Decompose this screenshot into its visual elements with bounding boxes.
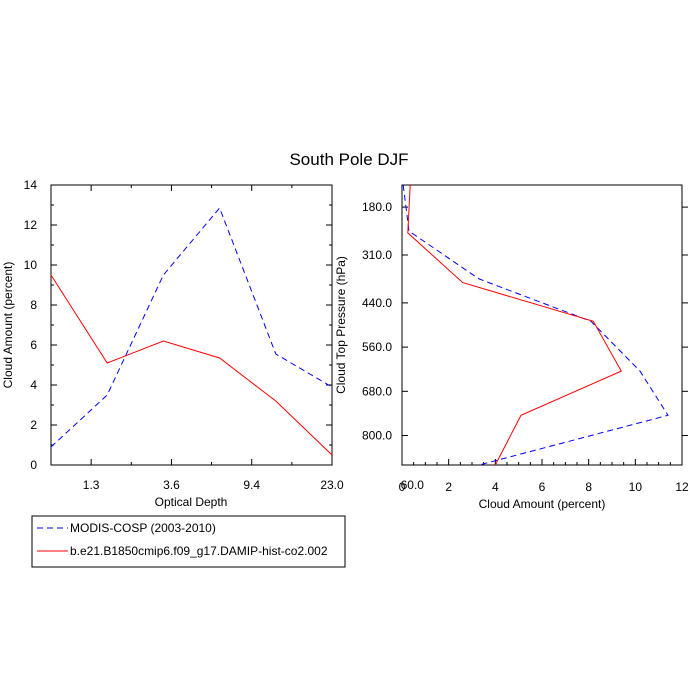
right-series-line-modis	[402, 184, 669, 466]
figure-title: South Pole DJF	[289, 150, 408, 169]
left-x-tick-label: 60.0	[401, 478, 425, 492]
right-y-ticks: 180.0 310.0 440.0 560.0 680.0 800.0	[362, 200, 688, 443]
left-x-tick-label: 3.6	[163, 478, 180, 492]
left-series-line-modis	[50, 207, 333, 448]
left-y-tick-label: 6	[30, 338, 37, 352]
legend-label-model: b.e21.B1850cmip6.f09_g17.DAMIP-hist-co2.…	[70, 544, 328, 558]
right-x-tick-label: 8	[585, 480, 592, 494]
left-y-tick-label: 0	[30, 458, 37, 472]
left-y-tick-label: 14	[24, 178, 38, 192]
right-x-tick-label: 2	[445, 480, 452, 494]
left-y-tick-label: 4	[30, 378, 37, 392]
right-y-tick-label: 560.0	[362, 340, 392, 354]
right-x-ticks: 0 2 4 6 8 10 12	[399, 459, 689, 494]
right-y-tick-label: 310.0	[362, 248, 392, 262]
left-y-axis-title: Cloud Amount (percent)	[1, 262, 15, 389]
right-y-tick-label: 680.0	[362, 384, 392, 398]
right-x-tick-label: 10	[629, 480, 643, 494]
left-panel-optical-depth: 1.3 3.6 9.4 23.0 60.0 0 2 4 6 8 10 12 14 Optical De…	[1, 178, 424, 509]
legend: MODIS-COSP (2003-2010) b.e21.B1850cmip6.…	[31, 515, 346, 568]
left-x-tick-label: 23.0	[320, 478, 344, 492]
right-x-tick-label: 12	[675, 480, 689, 494]
legend-label-modis: MODIS-COSP (2003-2010)	[70, 521, 216, 535]
right-x-axis-title: Cloud Amount (percent)	[479, 497, 606, 511]
left-y-tick-label: 8	[30, 298, 37, 312]
left-y-tick-label: 12	[24, 218, 38, 232]
right-series-line-model	[407, 184, 623, 466]
left-x-tick-label: 9.4	[243, 478, 260, 492]
right-x-tick-label: 0	[399, 480, 406, 494]
right-x-tick-label: 4	[492, 480, 499, 494]
left-x-ticks: 1.3 3.6 9.4 23.0 60.0	[83, 185, 424, 492]
right-y-tick-label: 180.0	[362, 200, 392, 214]
right-panel-cloud-top-pressure: 0 2 4 6 8 10 12 180.0 310.0 440.0 560.0 680.0 800.0…	[334, 184, 689, 511]
right-x-tick-label: 6	[539, 480, 546, 494]
right-y-tick-label: 440.0	[362, 296, 392, 310]
left-y-ticks: 0 2 4 6 8 10 12 14	[24, 178, 332, 472]
legend-box	[31, 515, 346, 568]
left-series-lines	[50, 207, 333, 456]
right-y-axis-title: Cloud Top Pressure (hPa)	[334, 256, 348, 394]
left-x-axis-title: Optical Depth	[155, 495, 228, 509]
right-series-lines	[402, 184, 669, 466]
left-x-tick-label: 1.3	[83, 478, 100, 492]
left-plot-frame	[50, 184, 333, 466]
left-series-line-model	[50, 274, 333, 456]
left-y-tick-label: 10	[24, 258, 38, 272]
right-y-tick-label: 800.0	[362, 429, 392, 443]
left-y-tick-label: 2	[30, 418, 37, 432]
